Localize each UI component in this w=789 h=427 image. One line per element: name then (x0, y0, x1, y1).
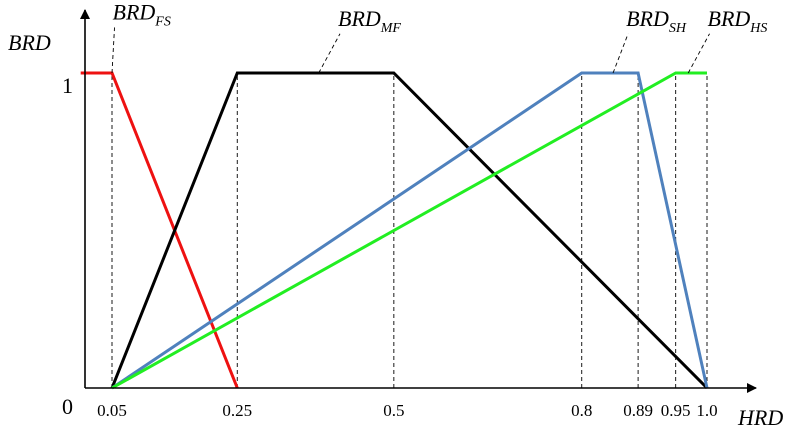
y-tick-label: 0 (62, 394, 73, 419)
series-line-hs (111, 71, 707, 390)
x-tick-label: 0.95 (661, 401, 691, 420)
guide-lines (111, 73, 708, 388)
x-tick-label: 1.0 (696, 401, 717, 420)
x-axis-title: HRD (737, 405, 783, 427)
series-line-mf (110, 71, 709, 390)
y-tick-label: 1 (62, 73, 73, 98)
series-leader-line (111, 27, 115, 74)
series-label-mf: BRDMF (338, 6, 401, 36)
x-tick-label: 0.8 (571, 401, 592, 420)
x-tick-label: 0.89 (623, 401, 653, 420)
y-axis-title: BRD (8, 30, 51, 55)
series-leader-line (612, 33, 629, 74)
series-line-sh (111, 71, 709, 390)
tick-labels: 0 1 0.05 0.25 0.5 0.8 0.89 0.95 1.0 (62, 73, 718, 420)
series-leader-line (318, 33, 341, 74)
x-tick-label: 0.05 (97, 401, 127, 420)
x-tick-label: 0.5 (383, 401, 404, 420)
series-label-hs: BRDHS (708, 6, 768, 36)
series-label-fs: BRDFS (113, 0, 171, 29)
series-label-sh: BRDSH (626, 6, 687, 36)
series-labels: BRDFS BRDMF BRDSH BRDHS (111, 0, 768, 74)
x-tick-label: 0.25 (222, 401, 252, 420)
series-leader-line (687, 33, 710, 74)
series-layer (80, 71, 709, 390)
series-line-fs (80, 71, 239, 389)
